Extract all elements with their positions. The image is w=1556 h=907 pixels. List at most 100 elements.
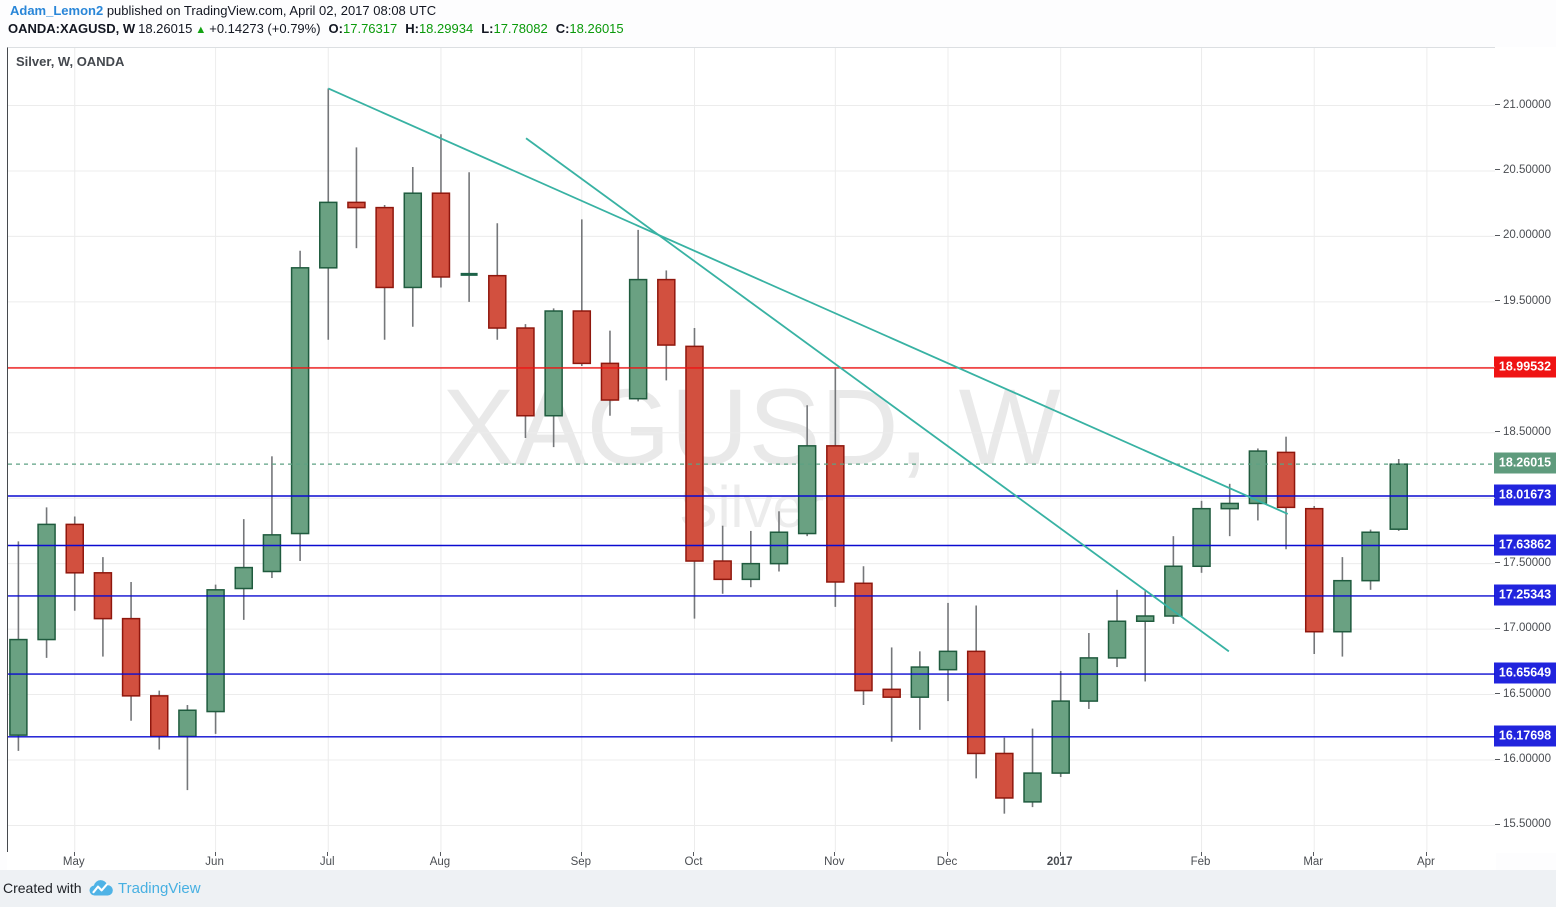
price-change: +0.14273 (+0.79%) — [209, 21, 321, 36]
candle-bearish — [431, 192, 451, 278]
candle-bullish — [290, 267, 310, 535]
time-axis-tick — [580, 852, 582, 856]
candle-bullish — [769, 531, 789, 565]
price-axis-label: 15.50000 — [1503, 818, 1551, 831]
candle-bullish — [1135, 615, 1155, 622]
price-badge-support: 16.65649 — [1494, 662, 1556, 684]
time-axis-tick — [1313, 852, 1315, 856]
candle-bullish — [37, 523, 56, 641]
candle-bearish — [150, 695, 169, 738]
up-triangle-icon: ▲ — [195, 24, 207, 36]
last-price: 18.26015 — [138, 21, 193, 36]
candle-bullish — [1361, 531, 1380, 582]
candle-bullish — [628, 278, 648, 400]
candle-bearish — [488, 274, 507, 329]
candle-bullish — [1248, 450, 1268, 505]
candle-bearish — [65, 523, 84, 574]
candle-bearish — [375, 206, 394, 289]
tradingview-link[interactable]: TradingView — [118, 880, 201, 897]
trendline[interactable] — [327, 87, 1289, 515]
time-axis-label: Aug — [429, 856, 451, 868]
price-axis-tick — [1495, 169, 1500, 171]
candlestick-chart[interactable] — [8, 48, 1495, 852]
price-axis-label: 16.00000 — [1503, 753, 1551, 765]
low-value: 17.78082 — [493, 21, 548, 36]
candle-bearish — [657, 278, 676, 346]
created-with-text: Created with — [3, 880, 82, 896]
candle-bearish — [826, 445, 845, 583]
candle-bullish — [206, 589, 225, 713]
price-axis-tick — [1495, 627, 1500, 629]
candle-bullish — [938, 650, 958, 671]
price-axis-tick — [1495, 300, 1500, 302]
time-axis-tick — [947, 852, 948, 856]
time-axis-label: Dec — [936, 856, 958, 868]
candle-bullish — [9, 638, 28, 736]
candle-bullish — [797, 445, 817, 535]
low-label: L: — [481, 21, 494, 36]
time-axis-label: 2017 — [1046, 856, 1073, 868]
price-badge-support: 18.01673 — [1494, 484, 1556, 506]
author-link[interactable]: Adam_Lemon2 — [10, 3, 104, 18]
candle-bullish — [178, 709, 197, 738]
close-value: 18.26015 — [569, 21, 624, 36]
candle-bearish — [121, 617, 141, 697]
candle-bullish — [1164, 565, 1183, 617]
candle-bullish — [403, 192, 423, 289]
candle-bullish — [1192, 507, 1211, 568]
candle-bearish — [572, 310, 592, 365]
price-axis-tick — [1495, 234, 1500, 236]
time-axis-tick — [327, 852, 329, 856]
price-axis-label: 21.00000 — [1503, 98, 1551, 111]
candle-bullish — [1023, 772, 1042, 803]
price-badge-support: 16.17698 — [1494, 725, 1556, 747]
candle-bullish — [234, 566, 254, 590]
price-axis-tick — [1495, 758, 1500, 760]
candle-bearish — [966, 650, 986, 755]
published-text: published on TradingView.com, April 02, … — [103, 3, 437, 18]
open-label: O: — [328, 21, 343, 36]
time-axis-label: Feb — [1190, 856, 1211, 868]
time-axis-label: May — [62, 856, 85, 868]
price-badge-resistance: 18.99532 — [1494, 356, 1556, 378]
candle-bearish — [882, 688, 901, 698]
high-value: 18.29934 — [418, 21, 474, 36]
trendline[interactable] — [525, 137, 1230, 653]
tradingview-logo-icon[interactable] — [89, 879, 113, 898]
time-axis[interactable]: May Jun Jul Aug Sep Oct Nov Dec 2017 Feb Mar Apr — [7, 852, 1496, 870]
candle-bearish — [600, 362, 620, 401]
time-axis-label: Oct — [684, 856, 703, 868]
chart-title: Silver, W, OANDA — [16, 54, 125, 69]
close-label: C: — [555, 21, 570, 36]
price-axis-label: 17.50000 — [1503, 556, 1551, 569]
price-axis[interactable]: 21.00000 20.50000 20.00000 19.50000 18.50000… — [1494, 47, 1556, 853]
candle-bullish — [319, 201, 338, 269]
time-axis-tick — [693, 852, 695, 856]
price-badge-current: 18.26015 — [1494, 452, 1556, 474]
price-axis-tick — [1495, 104, 1500, 105]
time-axis-tick — [1200, 852, 1202, 856]
time-axis-tick — [439, 852, 441, 856]
price-axis-tick — [1495, 562, 1500, 564]
price-axis-label: 20.50000 — [1503, 163, 1551, 176]
time-axis-tick — [834, 852, 836, 856]
candle-bullish — [910, 666, 930, 698]
time-axis-tick — [214, 852, 216, 856]
time-axis-tick — [1425, 852, 1427, 856]
symbol-name: OANDA:XAGUSD, W — [8, 21, 136, 36]
high-label: H: — [405, 21, 419, 36]
price-axis-label: 19.50000 — [1503, 294, 1551, 307]
price-badge-support: 17.25343 — [1494, 584, 1556, 606]
candle-bullish — [1107, 620, 1127, 659]
chart-plot-area[interactable]: XAGUSD, W Silver Silver, W, OANDA — [7, 47, 1496, 853]
publish-info-line: Adam_Lemon2 published on TradingView.com… — [10, 3, 436, 18]
candle-bearish — [347, 201, 366, 209]
price-axis-tick — [1495, 693, 1500, 695]
time-axis-label: Jun — [205, 856, 224, 868]
candle-bearish — [516, 327, 535, 417]
candle-bearish — [685, 345, 704, 562]
symbol-info-bar: OANDA:XAGUSD, W 18.26015 ▲ +0.14273 (+0.79%… — [8, 21, 627, 36]
candle-bullish — [1220, 502, 1239, 510]
time-axis-label: Mar — [1303, 856, 1324, 868]
price-badge-support: 17.63862 — [1494, 534, 1556, 555]
